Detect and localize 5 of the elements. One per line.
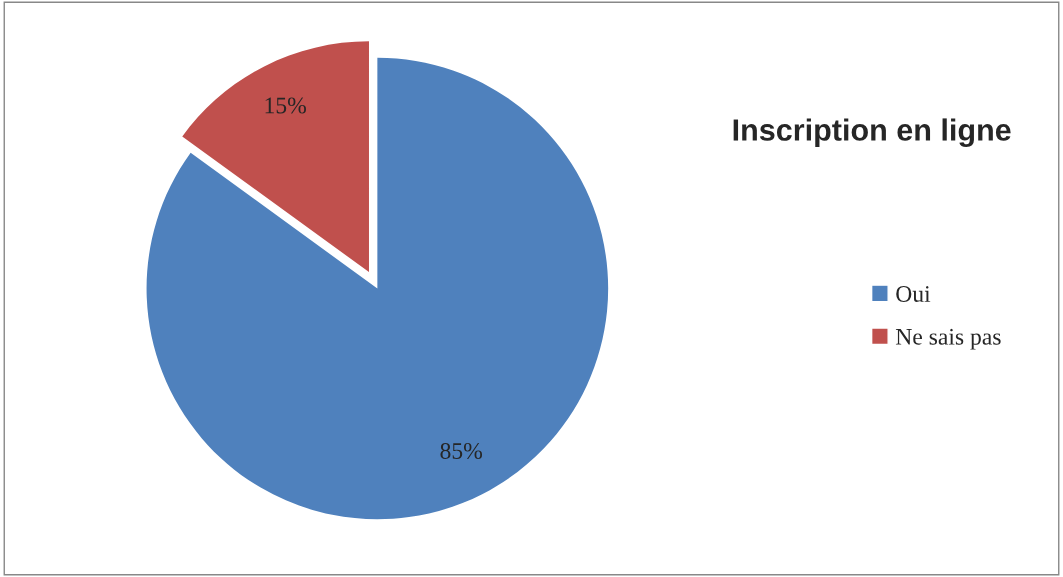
data-label: 15% (265, 97, 306, 114)
legend-label: Ne sais pas (895, 328, 1001, 350)
legend-label: Oui (896, 286, 931, 302)
text: Inscription en ligne (733, 118, 1011, 148)
data-label: 85% (440, 442, 483, 459)
